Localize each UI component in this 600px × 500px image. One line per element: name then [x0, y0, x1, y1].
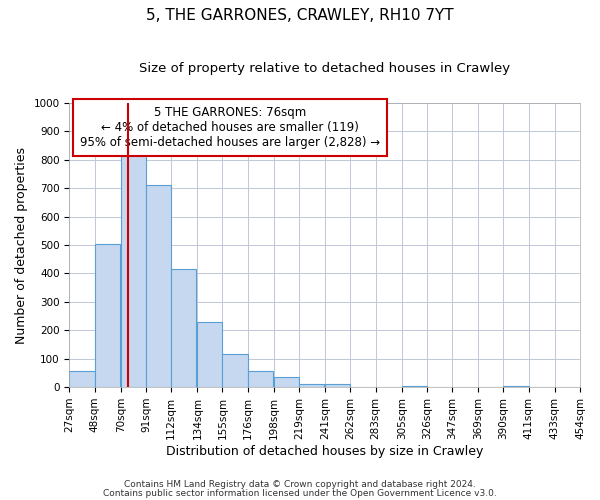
Bar — [503, 386, 529, 387]
X-axis label: Distribution of detached houses by size in Crawley: Distribution of detached houses by size … — [166, 444, 484, 458]
Y-axis label: Number of detached properties: Number of detached properties — [15, 146, 28, 344]
Text: Contains public sector information licensed under the Open Government Licence v3: Contains public sector information licen… — [103, 489, 497, 498]
Bar — [95, 244, 119, 387]
Bar — [223, 354, 248, 387]
Text: Contains HM Land Registry data © Crown copyright and database right 2024.: Contains HM Land Registry data © Crown c… — [124, 480, 476, 489]
Bar — [402, 386, 427, 387]
Bar — [121, 154, 146, 387]
Text: 5 THE GARRONES: 76sqm
← 4% of detached houses are smaller (119)
95% of semi-deta: 5 THE GARRONES: 76sqm ← 4% of detached h… — [80, 106, 380, 149]
Bar — [146, 186, 171, 387]
Bar — [197, 322, 223, 387]
Title: Size of property relative to detached houses in Crawley: Size of property relative to detached ho… — [139, 62, 510, 76]
Text: 5, THE GARRONES, CRAWLEY, RH10 7YT: 5, THE GARRONES, CRAWLEY, RH10 7YT — [146, 8, 454, 22]
Bar — [325, 384, 350, 387]
Bar — [299, 384, 324, 387]
Bar — [248, 371, 272, 387]
Bar — [274, 377, 299, 387]
Bar — [171, 269, 196, 387]
Bar — [70, 372, 95, 387]
